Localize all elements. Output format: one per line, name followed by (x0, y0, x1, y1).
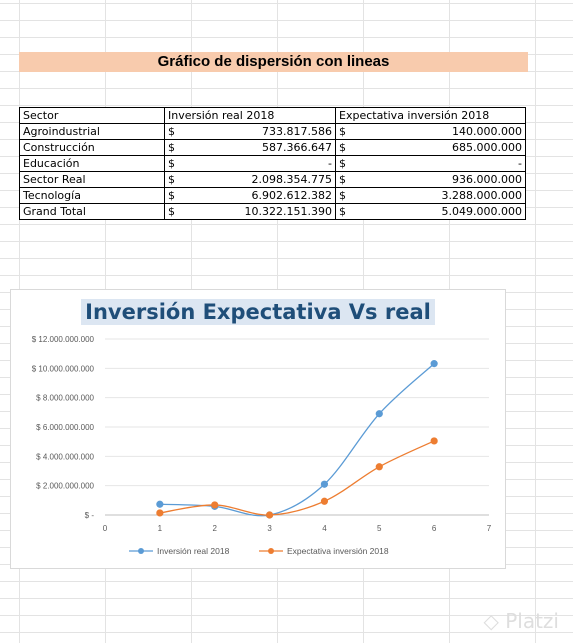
x-tick-label: 4 (322, 524, 327, 533)
x-tick-label: 3 (267, 524, 272, 533)
data-point-1 (375, 463, 383, 471)
x-tick-label: 1 (158, 524, 163, 533)
data-point-0 (430, 360, 438, 368)
investment-table: Sector Inversión real 2018 Expectativa i… (19, 107, 526, 220)
cell-real[interactable]: $587.366.647 (164, 139, 336, 156)
cell-sector[interactable]: Construcción (19, 139, 165, 156)
x-tick-label: 6 (432, 524, 437, 533)
cell-real-value: 2.098.354.775 (251, 173, 332, 186)
x-tick-label: 2 (212, 524, 217, 533)
table-row: Agroindustrial $733.817.586 $140.000.000 (19, 123, 526, 140)
data-point-0 (156, 500, 164, 508)
cell-expectativa[interactable]: $685.000.000 (335, 139, 526, 156)
y-tick-label: $ 10.000.000.000 (32, 364, 95, 373)
cell-real[interactable]: $10.322.151.390 (164, 203, 336, 220)
currency-symbol: $ (339, 141, 346, 154)
cell-expectativa[interactable]: $140.000.000 (335, 123, 526, 140)
cell-sector[interactable]: Tecnología (19, 187, 165, 204)
currency-symbol: $ (339, 125, 346, 138)
table-row: Construcción $587.366.647 $685.000.000 (19, 139, 526, 156)
y-tick-label: $ 12.000.000.000 (32, 335, 95, 344)
cell-expectativa[interactable]: $3.288.000.000 (335, 187, 526, 204)
chart-title-text: Inversión Expectativa Vs real (81, 299, 435, 325)
data-point-1 (430, 437, 438, 445)
cell-real[interactable]: $733.817.586 (164, 123, 336, 140)
table-row: Sector Real $2.098.354.775 $936.000.000 (19, 171, 526, 188)
sheet-title[interactable]: Gráfico de dispersión con lineas (19, 52, 528, 72)
header-sector[interactable]: Sector (19, 107, 165, 124)
y-tick-label: $ 6.000.000.000 (36, 423, 94, 432)
table-row: Tecnología $6.902.612.382 $3.288.000.000 (19, 187, 526, 204)
currency-symbol: $ (168, 141, 175, 154)
header-real[interactable]: Inversión real 2018 (164, 107, 336, 124)
cell-expectativa-value: 685.000.000 (452, 141, 522, 154)
x-tick-label: 5 (377, 524, 382, 533)
data-point-0 (320, 480, 329, 488)
cell-expectativa-value: 5.049.000.000 (441, 205, 522, 218)
cell-sector[interactable]: Educación (19, 155, 165, 172)
data-point-1 (265, 511, 274, 519)
y-tick-label: $ 8.000.000.000 (36, 394, 94, 403)
cell-real[interactable]: $ - (164, 155, 336, 172)
currency-symbol: $ (339, 173, 346, 186)
header-expectativa[interactable]: Expectativa inversión 2018 (335, 107, 526, 124)
data-point-1 (211, 501, 219, 509)
data-point-1 (156, 509, 164, 517)
x-tick-label: 0 (103, 524, 108, 533)
watermark-text: Platzi (505, 609, 559, 633)
currency-symbol: $ (168, 125, 175, 138)
series-line-0 (159, 363, 435, 517)
cell-real[interactable]: $6.902.612.382 (164, 187, 336, 204)
legend-marker-1 (268, 548, 274, 554)
cell-expectativa[interactable]: $ - (335, 155, 526, 172)
cell-real-value: - (328, 157, 332, 170)
table-body: Agroindustrial $733.817.586 $140.000.000 Co… (19, 123, 526, 220)
cell-expectativa-value: - (518, 157, 522, 170)
table-row: Grand Total $10.322.151.390 $5.049.000.000 (19, 203, 526, 220)
y-tick-label: $ 2.000.000.000 (36, 482, 94, 491)
cell-real[interactable]: $2.098.354.775 (164, 171, 336, 188)
legend-marker-0 (138, 548, 144, 554)
x-tick-label: 7 (487, 524, 492, 533)
currency-symbol: $ (339, 189, 346, 202)
table-row: Educación $ - $ - (19, 155, 526, 172)
y-tick-label: $ - (85, 511, 95, 520)
currency-symbol: $ (339, 157, 346, 170)
currency-symbol: $ (168, 157, 175, 170)
cell-expectativa-value: 3.288.000.000 (441, 189, 522, 202)
cell-real-value: 10.322.151.390 (244, 205, 332, 218)
table-header-row: Sector Inversión real 2018 Expectativa i… (19, 107, 526, 124)
y-tick-label: $ 4.000.000.000 (36, 452, 94, 461)
platzi-logo-icon: ◇ (483, 609, 499, 633)
cell-expectativa-value: 140.000.000 (452, 125, 522, 138)
series-line-1 (159, 440, 435, 516)
currency-symbol: $ (168, 189, 175, 202)
legend-label-1: Expectativa inversión 2018 (287, 546, 389, 556)
currency-symbol: $ (339, 205, 346, 218)
platzi-watermark: ◇ Platzi (483, 609, 559, 633)
scatter-chart[interactable]: Inversión Expectativa Vs real $ - $ 2.000… (10, 289, 506, 569)
cell-real-value: 587.366.647 (262, 141, 332, 154)
cell-real-value: 733.817.586 (262, 125, 332, 138)
cell-sector[interactable]: Agroindustrial (19, 123, 165, 140)
cell-expectativa-value: 936.000.000 (452, 173, 522, 186)
currency-symbol: $ (168, 205, 175, 218)
chart-plot: $ - $ 2.000.000.000 $ 4.000.000.000 $ 6.000… (32, 335, 492, 556)
cell-sector[interactable]: Grand Total (19, 203, 165, 220)
data-point-0 (375, 410, 383, 418)
cell-expectativa[interactable]: $5.049.000.000 (335, 203, 526, 220)
chart-title[interactable]: Inversión Expectativa Vs real (11, 299, 505, 325)
currency-symbol: $ (168, 173, 175, 186)
cell-expectativa[interactable]: $936.000.000 (335, 171, 526, 188)
cell-sector[interactable]: Sector Real (19, 171, 165, 188)
cell-real-value: 6.902.612.382 (251, 189, 332, 202)
data-point-1 (320, 497, 329, 505)
legend-label-0: Inversión real 2018 (157, 546, 230, 556)
